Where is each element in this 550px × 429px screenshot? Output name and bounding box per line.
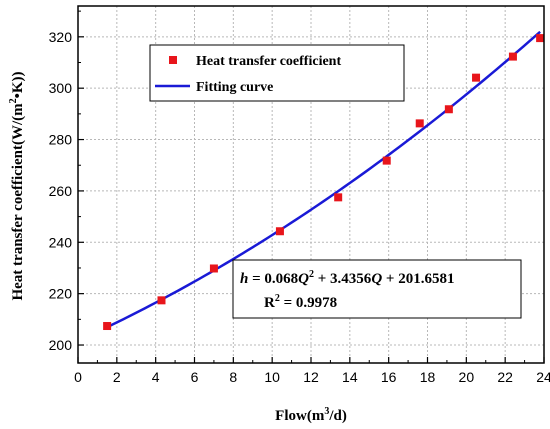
x-tick-label: 2 <box>113 369 121 385</box>
y-tick-label: 240 <box>49 234 73 250</box>
y-tick-label: 260 <box>49 183 73 199</box>
y-axis-title: Heat transfer coefficient(W/(m2•K)) <box>8 71 26 300</box>
legend-line-label: Fitting curve <box>196 80 273 95</box>
x-tick-label: 8 <box>229 369 237 385</box>
y-tick-label: 200 <box>49 337 73 353</box>
data-point <box>103 322 112 331</box>
legend-scatter-label: Heat transfer coefficient <box>196 54 341 69</box>
y-tick-label: 300 <box>49 80 73 96</box>
y-tick-label: 280 <box>49 132 73 148</box>
x-axis-title: Flow(m3/d) <box>275 406 347 424</box>
data-point <box>536 34 545 43</box>
data-point <box>415 119 424 128</box>
fitting-curve-line <box>106 30 541 329</box>
data-point <box>209 264 218 273</box>
x-tick-label: 18 <box>420 369 436 385</box>
legend-scatter-marker <box>169 56 177 64</box>
fit-equation: h = 0.068Q2 + 3.4356Q + 201.6581 <box>240 269 454 287</box>
equation-box <box>232 259 522 319</box>
x-axis-ticks: 0 2 4 6 8 10 12 14 16 18 20 22 24 <box>74 357 550 385</box>
x-tick-label: 4 <box>152 369 160 385</box>
x-tick-label: 10 <box>264 369 280 385</box>
legend: Heat transfer coefficient Fitting curve <box>149 44 405 102</box>
x-tick-label: 0 <box>74 369 82 385</box>
x-tick-label: 14 <box>342 369 358 385</box>
fitting-curve-series <box>106 30 541 329</box>
x-tick-label: 12 <box>303 369 319 385</box>
r-squared: R2 = 0.9978 <box>264 293 337 311</box>
y-tick-label: 320 <box>49 29 73 45</box>
x-tick-label: 16 <box>381 369 397 385</box>
data-point <box>334 193 343 202</box>
legend-box <box>149 44 405 102</box>
data-point <box>472 73 481 82</box>
x-tick-label: 6 <box>191 369 199 385</box>
data-point <box>157 296 166 305</box>
scatter-series <box>103 34 545 331</box>
y-axis-ticks: 200 220 240 260 280 300 320 <box>49 10 84 353</box>
plot-border <box>77 5 545 364</box>
x-tick-label: 24 <box>536 369 550 385</box>
data-point <box>508 52 517 61</box>
data-point <box>444 105 453 114</box>
data-point <box>275 227 284 236</box>
equation-annotation: h = 0.068Q2 + 3.4356Q + 201.6581 R2 = 0.… <box>232 259 522 319</box>
y-tick-label: 220 <box>49 286 73 302</box>
x-tick-label: 20 <box>459 369 475 385</box>
data-point <box>382 156 391 165</box>
x-tick-label: 22 <box>497 369 513 385</box>
